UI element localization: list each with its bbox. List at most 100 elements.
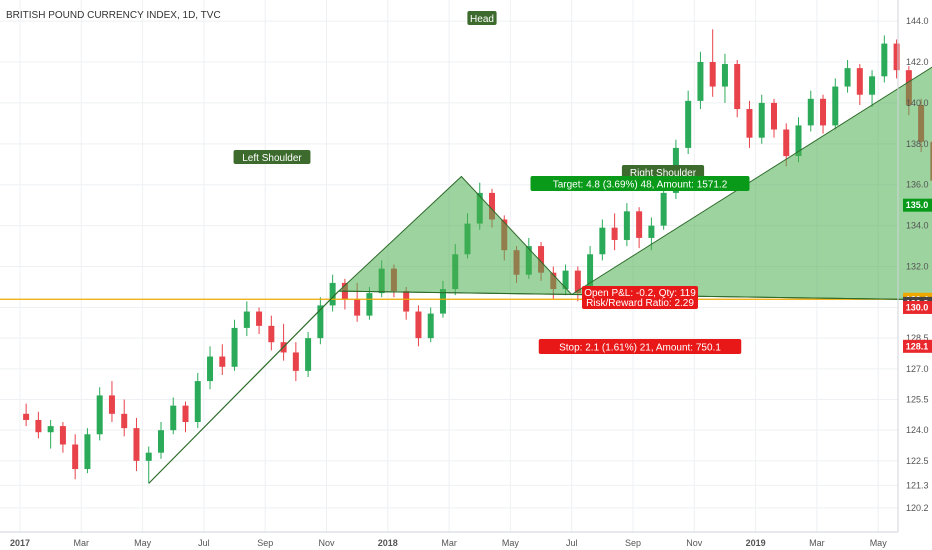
y-tick-label: 127.0 <box>906 364 929 374</box>
x-tick-label: 2017 <box>10 538 30 548</box>
x-tick-label: May <box>870 538 888 548</box>
x-tick-label: Jul <box>198 538 210 548</box>
x-tick-label: Nov <box>318 538 335 548</box>
stop-box-text: Stop: 2.1 (1.61%) 21, Amount: 750.1 <box>559 343 721 354</box>
stop-box-bg <box>538 339 742 354</box>
candle-body <box>59 426 66 445</box>
candle-body <box>72 444 79 470</box>
candle-body <box>746 109 753 138</box>
candle-body <box>23 413 30 420</box>
pnl-box-bg <box>582 286 698 309</box>
y-tick-label: 128.5 <box>906 333 929 343</box>
price-badge: 130.0 <box>903 300 932 314</box>
candle-body <box>35 419 42 433</box>
candle-body <box>182 405 189 422</box>
left-shoulder-label-bg <box>233 150 311 164</box>
candle-body <box>869 76 876 95</box>
candle-body <box>709 62 716 87</box>
candle-body <box>489 192 496 220</box>
candle-body <box>685 100 692 148</box>
x-tick-label: Sep <box>257 538 273 548</box>
y-tick-label: 124.0 <box>906 425 929 435</box>
candle-body <box>832 86 839 126</box>
target-box: Target: 4.8 (3.69%) 48, Amount: 1571.2 <box>530 176 750 191</box>
price-badge: 128.1 <box>903 339 932 353</box>
candle-body <box>623 211 630 240</box>
candle-body <box>562 270 569 290</box>
target-box-bg <box>530 176 750 191</box>
y-tick-label: 138.0 <box>906 139 929 149</box>
y-tick-label: 140.0 <box>906 98 929 108</box>
candle-body <box>893 43 900 71</box>
head-label: Head <box>467 11 497 25</box>
candle-body <box>538 246 545 273</box>
candle-body <box>783 129 790 157</box>
candle-body <box>427 313 434 339</box>
price-badge-bg <box>903 339 932 353</box>
left-shoulder-label-text: Left Shoulder <box>242 153 302 164</box>
candle-body <box>231 327 238 367</box>
candle-body <box>648 225 655 238</box>
candle-body <box>795 125 802 157</box>
candle-body <box>770 102 777 130</box>
candle-body <box>268 325 275 343</box>
candle-body <box>734 64 741 110</box>
y-tick-label: 120.2 <box>906 503 929 513</box>
candle-body <box>145 452 152 461</box>
candle-body <box>758 102 765 138</box>
candle-body <box>660 192 667 226</box>
y-tick-label: 121.3 <box>906 480 929 490</box>
candles <box>23 29 932 484</box>
candle-body <box>574 270 581 294</box>
candle-body <box>599 227 606 255</box>
head-label-text: Head <box>470 14 494 25</box>
x-tick-label: 2019 <box>746 538 766 548</box>
candle-body <box>820 98 827 126</box>
chart-title: BRITISH POUND CURRENCY INDEX, 1D, TVC <box>6 10 221 21</box>
head-shoulders-pattern: Left Shoulder Head Right Shoulder <box>0 11 932 484</box>
rr-text: Risk/Reward Ratio: 2.29 <box>586 298 694 309</box>
candle-body <box>170 405 177 431</box>
candle-body <box>108 395 115 414</box>
candle-body <box>317 305 324 339</box>
candle-body <box>243 311 250 328</box>
left-shoulder-triangle <box>337 175 573 296</box>
candle-body <box>807 98 814 126</box>
left-shoulder-label: Left Shoulder <box>233 150 311 164</box>
price-badge-bg <box>903 300 932 314</box>
x-tick-label: Mar <box>441 538 457 548</box>
price-badge-text: 135.0 <box>906 200 929 210</box>
candle-body <box>611 227 618 240</box>
candle-body <box>881 43 888 77</box>
candle-body <box>194 381 201 422</box>
candle-body <box>292 352 299 371</box>
y-tick-label: 142.0 <box>906 57 929 67</box>
head-label-bg <box>467 11 497 25</box>
candle-body <box>844 68 851 87</box>
candle-body <box>439 289 446 314</box>
candle-body <box>697 62 704 101</box>
x-tick-label: May <box>134 538 152 548</box>
target-box-text: Target: 4.8 (3.69%) 48, Amount: 1571.2 <box>553 180 728 191</box>
y-tick-label: 136.0 <box>906 180 929 190</box>
price-badge: 135.0 <box>903 198 932 212</box>
x-tick-label: May <box>502 538 520 548</box>
candle-body <box>366 293 373 316</box>
price-badge-text: 130.0 <box>906 302 929 312</box>
candle-body <box>96 395 103 435</box>
candle-body <box>354 299 361 316</box>
right-shoulder-label-text: Right Shoulder <box>630 168 697 179</box>
y-tick-label: 134.0 <box>906 221 929 231</box>
candle-body <box>47 426 54 433</box>
y-tick-label: 125.5 <box>906 395 929 405</box>
x-tick-label: 2018 <box>378 538 398 548</box>
neckline <box>338 290 932 301</box>
candle-body <box>121 413 128 429</box>
candle-body <box>84 434 91 470</box>
x-tick-label: Mar <box>74 538 90 548</box>
x-tick-label: Jul <box>566 538 578 548</box>
price-badge-bg <box>903 198 932 212</box>
candle-body <box>305 338 312 371</box>
